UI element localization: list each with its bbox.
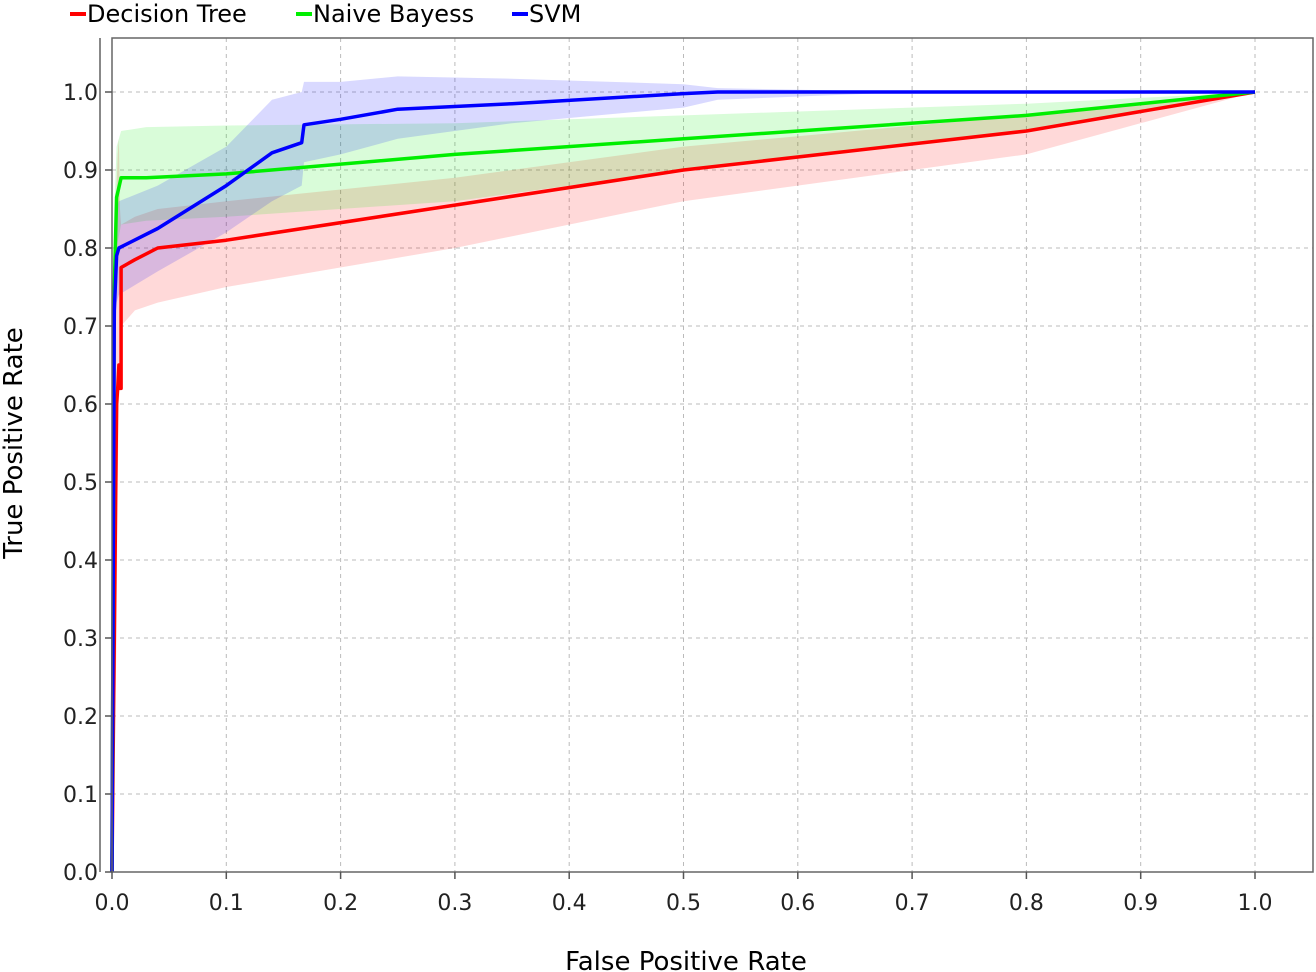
confidence-bands <box>112 76 1255 872</box>
svm-band <box>112 76 1255 872</box>
x-tick-label: 0.3 <box>437 891 472 916</box>
y-axis-title: True Positive Rate <box>0 327 29 560</box>
y-tick-label: 1.0 <box>63 81 98 106</box>
naive-bayess-band <box>112 92 1255 872</box>
x-tick-label: 0.4 <box>552 891 587 916</box>
x-tick-label: 0.6 <box>780 891 815 916</box>
y-tick-label: 0.5 <box>63 471 98 496</box>
series-lines <box>110 90 1256 873</box>
svm-line <box>110 90 1255 873</box>
y-tick-label: 0.0 <box>63 861 98 886</box>
x-tick-label: 0.7 <box>895 891 930 916</box>
plot-area-frame <box>111 37 1314 873</box>
naive-bayess-line <box>110 90 1256 873</box>
legend-label-decision-tree: Decision Tree <box>87 0 247 28</box>
x-tick-label: 0.8 <box>1009 891 1044 916</box>
legend-label-svm: SVM <box>529 0 581 28</box>
x-tick-label: 1.0 <box>1238 891 1273 916</box>
y-tick-label: 0.4 <box>63 549 98 574</box>
y-tick-label: 0.9 <box>63 159 98 184</box>
y-tick-label: 0.8 <box>63 237 98 262</box>
legend-label-naive-bayess: Naive Bayess <box>313 0 474 28</box>
legend: Decision Tree Naive Bayess SVM <box>70 0 581 28</box>
y-tick-label: 0.2 <box>63 705 98 730</box>
decision-tree-line <box>110 90 1256 873</box>
x-axis-title: False Positive Rate <box>565 947 807 972</box>
x-tick-label: 0.0 <box>95 891 130 916</box>
y-tick-label: 0.1 <box>63 783 98 808</box>
x-tick-label: 0.1 <box>209 891 244 916</box>
axes: 0.0 0.1 0.2 0.3 0.4 0.5 0.6 0.7 0.8 0.9 1.0 0.0 0.1 0… <box>63 37 1314 916</box>
x-tick-label: 0.2 <box>323 891 358 916</box>
y-tick-label: 0.6 <box>63 393 98 418</box>
x-tick-label: 0.9 <box>1123 891 1158 916</box>
x-tick-label: 0.5 <box>666 891 701 916</box>
y-tick-label: 0.7 <box>63 315 98 340</box>
y-tick-label: 0.3 <box>63 627 98 652</box>
